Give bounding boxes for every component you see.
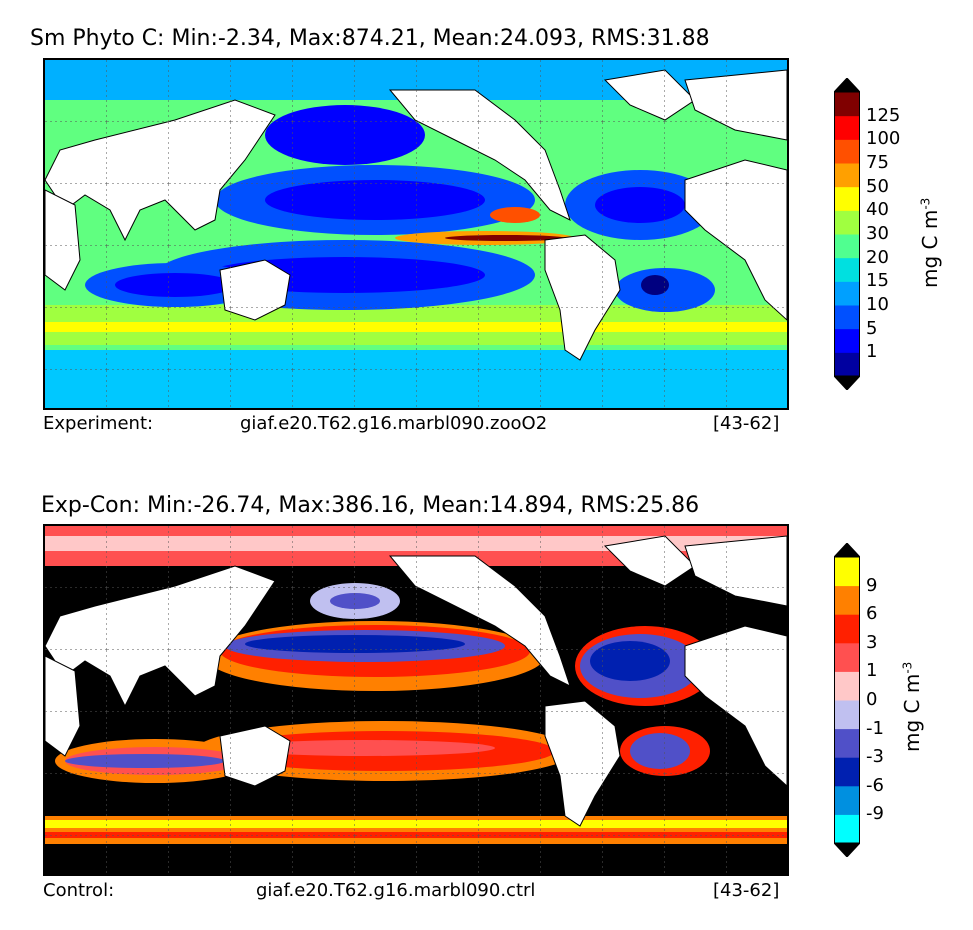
colorbar-tick-label: -9 (866, 803, 884, 825)
colorbar-swatch (834, 785, 860, 815)
bottom-footer-left: Control: (43, 880, 115, 901)
colorbar-swatch (834, 814, 860, 844)
colorbar-swatch (834, 92, 860, 117)
colorbar-tick-label: 9 (866, 574, 878, 596)
colorbar-tick-label: 15 (866, 270, 889, 292)
colorbar-tick-label: -6 (866, 774, 884, 796)
colorbar-tick-label: 100 (866, 128, 901, 150)
colorbar-tick-label: 125 (866, 104, 901, 126)
colorbar-swatch (834, 728, 860, 758)
colorbar-swatch (834, 257, 860, 282)
bottom-unit-exp: -3 (900, 661, 915, 674)
colorbar-swatch (834, 642, 860, 672)
colorbar-frame (834, 91, 860, 377)
colorbar-swatch (834, 700, 860, 730)
colorbar-swatch (834, 139, 860, 164)
colorbar-tick-label: -3 (866, 746, 884, 768)
colorbar-tick-label: 30 (866, 223, 889, 244)
colorbar-swatch (834, 557, 860, 587)
top-unit-text: mg C m (918, 209, 942, 288)
colorbar-swatch (834, 305, 860, 330)
colorbar-swatch (834, 115, 860, 140)
top-footer-left: Experiment: (43, 413, 154, 434)
colorbar-swatch (834, 757, 860, 787)
bottom-footer-right: [43-62] (713, 880, 780, 901)
bottom-colorbar (834, 543, 860, 857)
top-map (43, 58, 789, 410)
colorbar-swatch (834, 671, 860, 701)
graticule (45, 526, 787, 874)
colorbar-frame (834, 556, 860, 844)
colorbar-tick-label: 1 (866, 341, 878, 363)
colorbar-tick-label: 20 (866, 246, 889, 268)
bottom-map-plot (45, 526, 787, 874)
colorbar-tick-label: 0 (866, 689, 878, 710)
bottom-footer-center: giaf.e20.T62.g16.marbl090.ctrl (256, 880, 536, 901)
top-map-plot (45, 60, 787, 408)
colorbar-swatch (834, 281, 860, 306)
colorbar-tick-label: -1 (866, 717, 884, 739)
colorbar-swatch (834, 328, 860, 353)
colorbar-tick-label: 6 (866, 603, 878, 625)
colorbar-swatch (834, 210, 860, 235)
bottom-map (43, 524, 789, 876)
colorbar-swatch (834, 163, 860, 188)
bottom-colorbar-unit: mg C m-3 (900, 662, 924, 752)
colorbar-swatch (834, 614, 860, 644)
colorbar-tick-label: 1 (866, 660, 878, 682)
top-colorbar-unit: mg C m-3 (918, 198, 942, 288)
bottom-map-title: Exp-Con: Min:-26.74, Max:386.16, Mean:14… (41, 493, 700, 518)
colorbar-tick-label: 40 (866, 199, 889, 221)
colorbar-tick-label: 75 (866, 152, 889, 173)
bottom-unit-text: mg C m (900, 673, 924, 752)
top-unit-exp: -3 (918, 197, 933, 210)
top-footer-right: [43-62] (713, 413, 780, 434)
graticule (45, 60, 787, 408)
colorbar-extend-max (834, 543, 860, 558)
colorbar-tick-label: 3 (866, 631, 878, 653)
colorbar-swatch (834, 585, 860, 615)
colorbar-swatch (834, 234, 860, 259)
colorbar-tick-label: 10 (866, 294, 889, 315)
colorbar-tick-label: 50 (866, 175, 889, 197)
colorbar-swatch (834, 186, 860, 211)
top-colorbar (834, 78, 860, 390)
colorbar-extend-max (834, 78, 860, 93)
top-map-title: Sm Phyto C: Min:-2.34, Max:874.21, Mean:… (30, 26, 710, 51)
colorbar-extend-min (834, 375, 860, 390)
colorbar-extend-min (834, 842, 860, 857)
top-footer-center: giaf.e20.T62.g16.marbl090.zooO2 (240, 413, 548, 434)
colorbar-swatch (834, 352, 860, 377)
colorbar-tick-label: 5 (866, 317, 878, 339)
